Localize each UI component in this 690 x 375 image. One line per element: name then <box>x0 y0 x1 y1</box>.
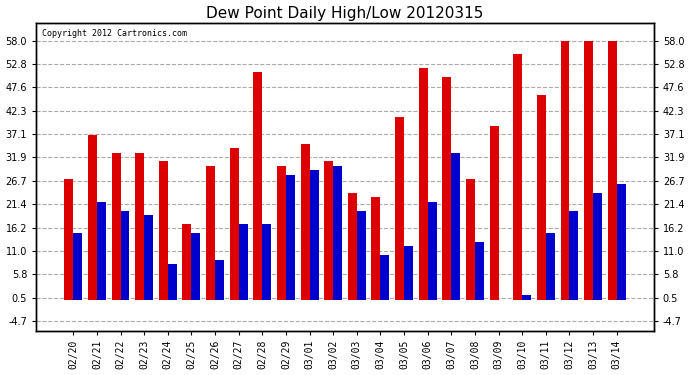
Bar <box>608 41 617 300</box>
Bar <box>97 202 106 300</box>
Bar <box>617 184 626 300</box>
Bar <box>253 72 262 300</box>
Bar <box>230 148 239 300</box>
Bar <box>262 224 271 300</box>
Bar <box>357 210 366 300</box>
Bar <box>593 193 602 300</box>
Bar <box>301 144 310 300</box>
Text: Copyright 2012 Cartronics.com: Copyright 2012 Cartronics.com <box>42 29 188 38</box>
Bar <box>286 175 295 300</box>
Bar <box>348 193 357 300</box>
Bar <box>404 246 413 300</box>
Bar <box>419 68 428 300</box>
Bar <box>546 233 555 300</box>
Bar <box>371 197 380 300</box>
Bar <box>442 76 451 300</box>
Bar <box>490 126 499 300</box>
Bar <box>513 54 522 300</box>
Bar <box>121 210 130 300</box>
Bar <box>112 153 121 300</box>
Bar <box>191 233 200 300</box>
Bar <box>324 162 333 300</box>
Bar <box>522 296 531 300</box>
Bar <box>88 135 97 300</box>
Bar <box>466 179 475 300</box>
Bar <box>584 41 593 300</box>
Bar <box>135 153 144 300</box>
Bar <box>277 166 286 300</box>
Bar <box>310 170 319 300</box>
Bar <box>395 117 404 300</box>
Bar <box>380 255 389 300</box>
Bar <box>537 94 546 300</box>
Bar <box>168 264 177 300</box>
Bar <box>144 215 153 300</box>
Title: Dew Point Daily High/Low 20120315: Dew Point Daily High/Low 20120315 <box>206 6 484 21</box>
Bar <box>73 233 82 300</box>
Bar <box>206 166 215 300</box>
Bar <box>182 224 191 300</box>
Bar <box>560 41 569 300</box>
Bar <box>451 153 460 300</box>
Bar <box>64 179 73 300</box>
Bar <box>475 242 484 300</box>
Bar <box>239 224 248 300</box>
Bar <box>428 202 437 300</box>
Bar <box>569 210 578 300</box>
Bar <box>215 260 224 300</box>
Bar <box>333 166 342 300</box>
Bar <box>159 162 168 300</box>
